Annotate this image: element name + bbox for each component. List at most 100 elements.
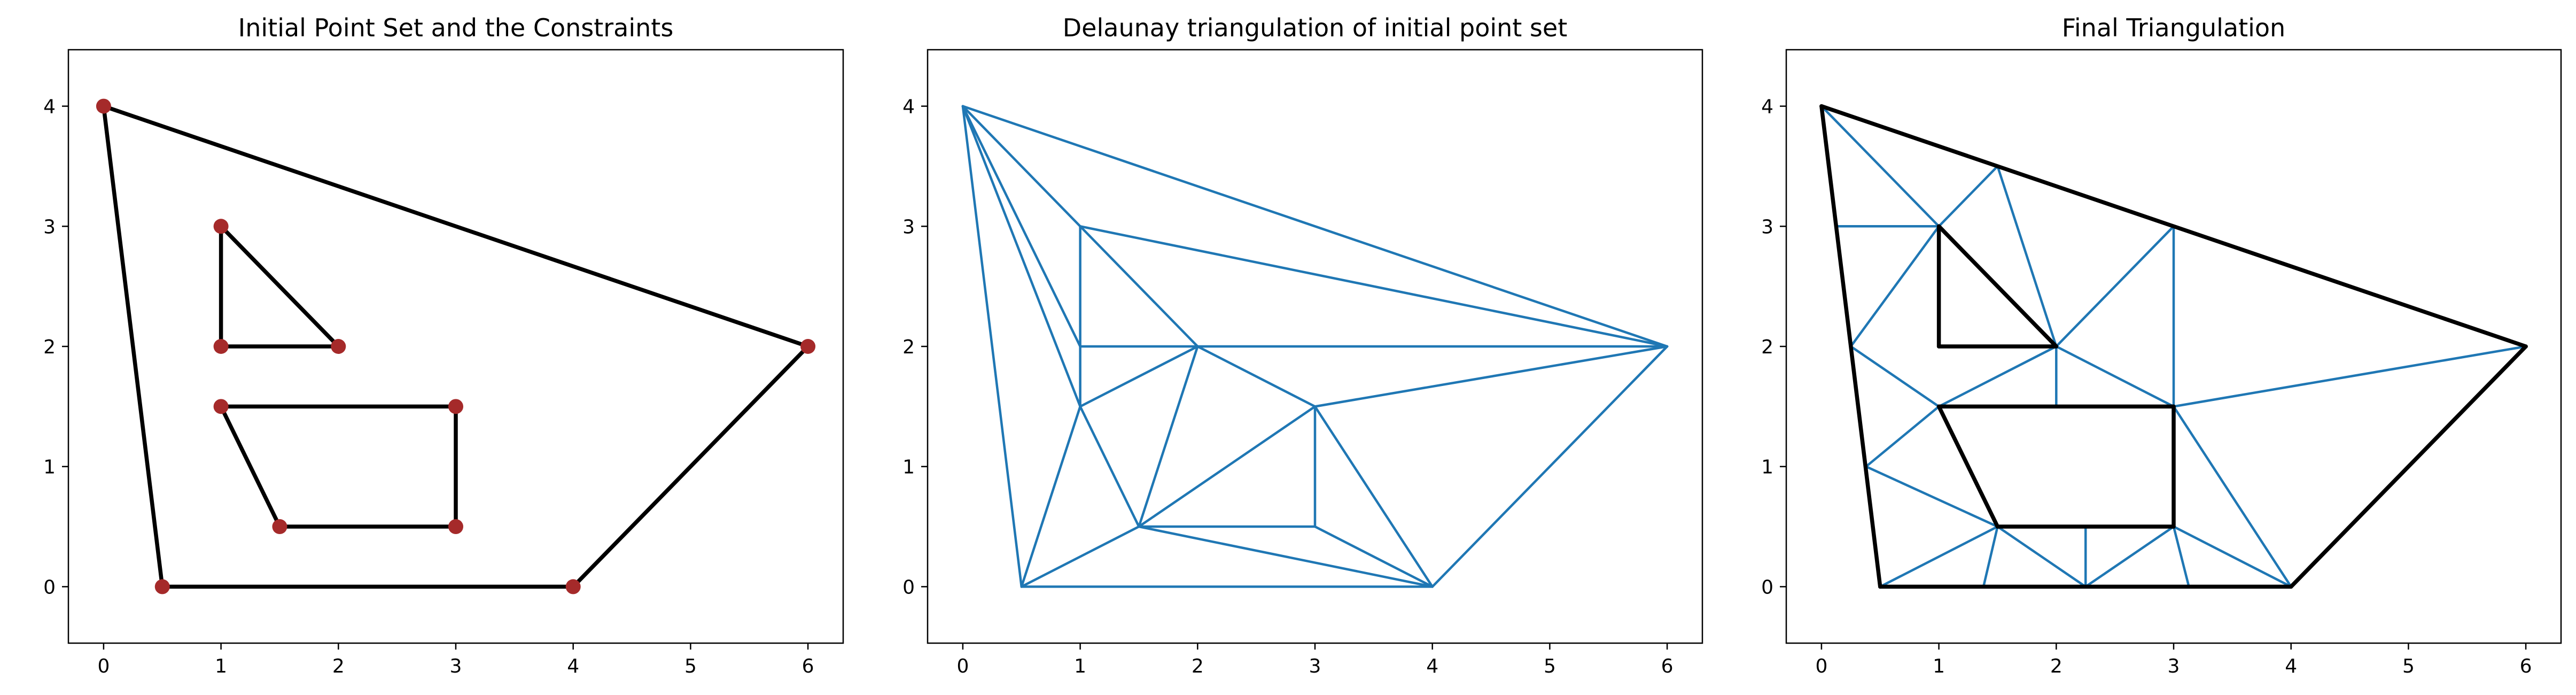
constraint-edge bbox=[219, 404, 282, 529]
x-tick-label: 2 bbox=[2050, 655, 2063, 677]
triangulation-edge bbox=[1849, 345, 1940, 408]
y-tick-label: 3 bbox=[902, 216, 915, 238]
triangulation-edge bbox=[961, 105, 1081, 348]
data-point bbox=[448, 399, 463, 414]
y-tick-label: 4 bbox=[902, 96, 915, 118]
x-tick-label: 2 bbox=[1192, 655, 1204, 677]
triangulation-edge bbox=[1431, 345, 1669, 588]
constraint-edge bbox=[219, 224, 341, 349]
y-tick-label: 2 bbox=[43, 336, 56, 358]
triangulation-edge bbox=[1937, 345, 2058, 408]
data-point bbox=[448, 519, 463, 535]
x-tick-label: 3 bbox=[1309, 655, 1321, 677]
x-tick-label: 1 bbox=[1933, 655, 1945, 677]
x-tick-label: 5 bbox=[684, 655, 697, 677]
y-tick-label: 0 bbox=[43, 576, 56, 598]
x-tick-label: 1 bbox=[1074, 655, 1086, 677]
constraint-edge bbox=[1936, 404, 2000, 529]
y-tick-label: 4 bbox=[1761, 96, 1773, 118]
triangulation-edge bbox=[1996, 165, 2058, 348]
y-tick-label: 1 bbox=[43, 457, 56, 478]
triangulation-edge bbox=[1982, 525, 1999, 588]
x-tick-label: 3 bbox=[450, 655, 462, 677]
y-tick-label: 4 bbox=[43, 96, 56, 118]
triangulation-edge bbox=[961, 105, 1669, 348]
x-tick-label: 0 bbox=[956, 655, 969, 677]
x-tick-label: 4 bbox=[567, 655, 579, 677]
y-tick-label: 2 bbox=[1761, 336, 1773, 358]
y-tick-label: 0 bbox=[1761, 576, 1773, 598]
triangulation-edge bbox=[1313, 525, 1434, 588]
chart-panel-1: Initial Point Set and the Constraints 0 1 2… bbox=[43, 13, 844, 677]
data-point bbox=[800, 339, 816, 354]
triangulation-edge bbox=[1865, 405, 1940, 468]
y-tick-label: 3 bbox=[1761, 216, 1773, 238]
triangulation-edge bbox=[1138, 525, 1434, 588]
triangulation-edge bbox=[1849, 225, 1940, 348]
y-tick-label: 2 bbox=[902, 336, 915, 358]
data-point bbox=[96, 98, 111, 114]
constraint-edge bbox=[102, 104, 810, 349]
triangulation-edge bbox=[1820, 105, 1940, 228]
triangulation-edge bbox=[961, 105, 1081, 408]
axes-frame bbox=[67, 49, 844, 644]
axes-frame bbox=[1785, 49, 2562, 644]
constraint-edge bbox=[1819, 104, 1882, 589]
triangulation-edge bbox=[1313, 405, 1434, 588]
x-tick-label: 6 bbox=[1661, 655, 1674, 677]
triangulation-edge bbox=[2055, 345, 2175, 408]
y-tick-label: 3 bbox=[43, 216, 56, 238]
triangulation-edge bbox=[1020, 525, 1140, 588]
x-tick-label: 3 bbox=[2168, 655, 2180, 677]
constraint-edge bbox=[1819, 104, 2528, 349]
triangulation-edge bbox=[1879, 525, 1999, 588]
triangulation-edge bbox=[1079, 225, 1669, 348]
data-point bbox=[213, 219, 229, 234]
x-tick-label: 5 bbox=[2402, 655, 2415, 677]
chart-title: Final Triangulation bbox=[2062, 13, 2285, 42]
triangulation-edge bbox=[2172, 525, 2292, 588]
data-point bbox=[331, 339, 346, 354]
triangulation-edge bbox=[1865, 465, 1999, 528]
chart-title: Delaunay triangulation of initial point … bbox=[1063, 13, 1567, 42]
triangulation-edge bbox=[1079, 345, 1199, 408]
x-tick-label: 5 bbox=[1544, 655, 1556, 677]
triangulation-edge bbox=[1079, 405, 1140, 528]
triangulation-edge bbox=[1937, 165, 1999, 228]
x-tick-label: 1 bbox=[215, 655, 227, 677]
y-tick-label: 1 bbox=[1761, 457, 1773, 478]
data-point bbox=[154, 579, 170, 594]
x-tick-label: 6 bbox=[2520, 655, 2532, 677]
triangulation-edge bbox=[1138, 405, 1317, 528]
data-point bbox=[272, 519, 287, 535]
triangulation-edge bbox=[1313, 345, 1669, 408]
constraint-edge bbox=[571, 344, 810, 589]
constraint-edge bbox=[102, 104, 165, 589]
triangulation-edge bbox=[1996, 525, 2087, 588]
data-point bbox=[213, 399, 229, 414]
triangulation-edge bbox=[1079, 225, 1199, 348]
x-tick-label: 0 bbox=[97, 655, 110, 677]
triangulation-edge bbox=[2055, 225, 2175, 348]
constraint-edge bbox=[2289, 344, 2528, 589]
x-tick-label: 2 bbox=[332, 655, 345, 677]
triangulation-edge bbox=[2084, 525, 2175, 588]
chart-panel-2: Delaunay triangulation of initial point … bbox=[902, 13, 1703, 677]
triangulation-edge bbox=[1138, 345, 1199, 528]
y-tick-label: 1 bbox=[902, 457, 915, 478]
axes-frame bbox=[927, 49, 1703, 644]
x-tick-label: 6 bbox=[802, 655, 814, 677]
data-point bbox=[213, 339, 229, 354]
triangulation-edge bbox=[961, 105, 1081, 228]
triangulation-edge bbox=[2172, 405, 2292, 588]
x-tick-label: 0 bbox=[1815, 655, 1827, 677]
triangulation-edge bbox=[1020, 405, 1081, 588]
triangulation-edge bbox=[2172, 525, 2190, 588]
constraint-edge bbox=[1936, 224, 2059, 349]
y-tick-label: 0 bbox=[902, 576, 915, 598]
chart-panel-3: Final Triangulation 0 1 2 3 4 5 6 0 1 2 3 4 bbox=[1761, 13, 2562, 677]
triangulation-edge bbox=[1196, 345, 1317, 408]
data-point bbox=[565, 579, 581, 594]
x-tick-label: 4 bbox=[1426, 655, 1438, 677]
